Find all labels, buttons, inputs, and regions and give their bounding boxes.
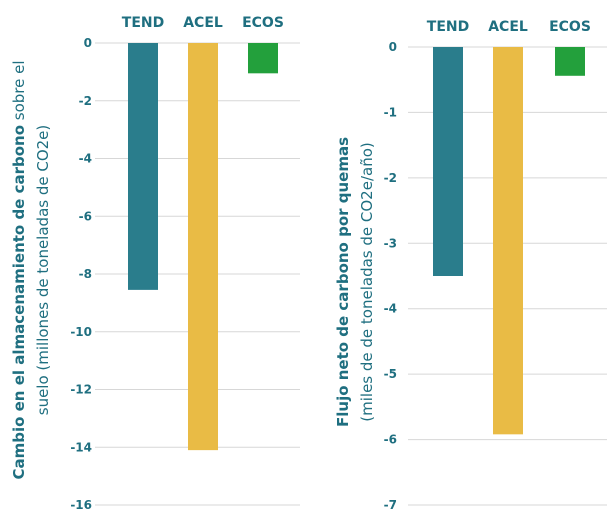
bar-ecos [248, 43, 278, 74]
right-chart-panel: 0 -1 -2 -3 -4 -5 -6 -7 TEND ACEL ECOS Flujo neto de… [334, 19, 607, 512]
y-axis-title-line1: Flujo neto de carbono por quemas [334, 137, 352, 427]
y-tick-label: -12 [70, 383, 92, 397]
y-tick-label: -5 [384, 367, 397, 381]
y-tick-label: -8 [79, 267, 92, 281]
y-tick-label: -4 [79, 152, 92, 166]
y-tick-label: 0 [389, 40, 397, 54]
y-tick-label: -2 [384, 171, 397, 185]
category-label-ecos: ECOS [242, 15, 284, 31]
y-tick-label: -6 [79, 209, 92, 223]
left-chart-panel: 0 -2 -4 -6 -8 -10 -12 -14 -16 TEND ACEL ECOS Cambio … [10, 15, 300, 512]
bar-tend [128, 43, 158, 290]
y-tick-label: -7 [384, 498, 397, 512]
y-tick-label: -2 [79, 94, 92, 108]
y-axis-title-line2: (miles de de toneladas de CO2e/año) [358, 142, 376, 421]
category-label-acel: ACEL [183, 15, 223, 31]
category-label-tend: TEND [427, 19, 469, 35]
y-tick-label: -4 [384, 302, 397, 316]
category-label-tend: TEND [122, 15, 164, 31]
category-label-acel: ACEL [488, 19, 528, 35]
bar-acel [493, 47, 523, 435]
y-tick-label: -3 [384, 236, 397, 250]
y-tick-label: -16 [70, 498, 92, 512]
y-tick-label: -6 [384, 433, 397, 447]
y-axis-title-line2: suelo (millones de toneladas de CO2e) [34, 125, 52, 416]
y-tick-label: -14 [70, 440, 92, 454]
y-tick-label: -1 [384, 105, 397, 119]
bar-acel [188, 43, 218, 451]
y-tick-label: -10 [70, 325, 92, 339]
category-label-ecos: ECOS [549, 19, 591, 35]
bar-tend [433, 47, 463, 276]
y-axis-title-line1: Cambio en el almacenamiento de carbono s… [10, 60, 28, 479]
bar-ecos [555, 47, 585, 76]
y-tick-label: 0 [84, 36, 92, 50]
